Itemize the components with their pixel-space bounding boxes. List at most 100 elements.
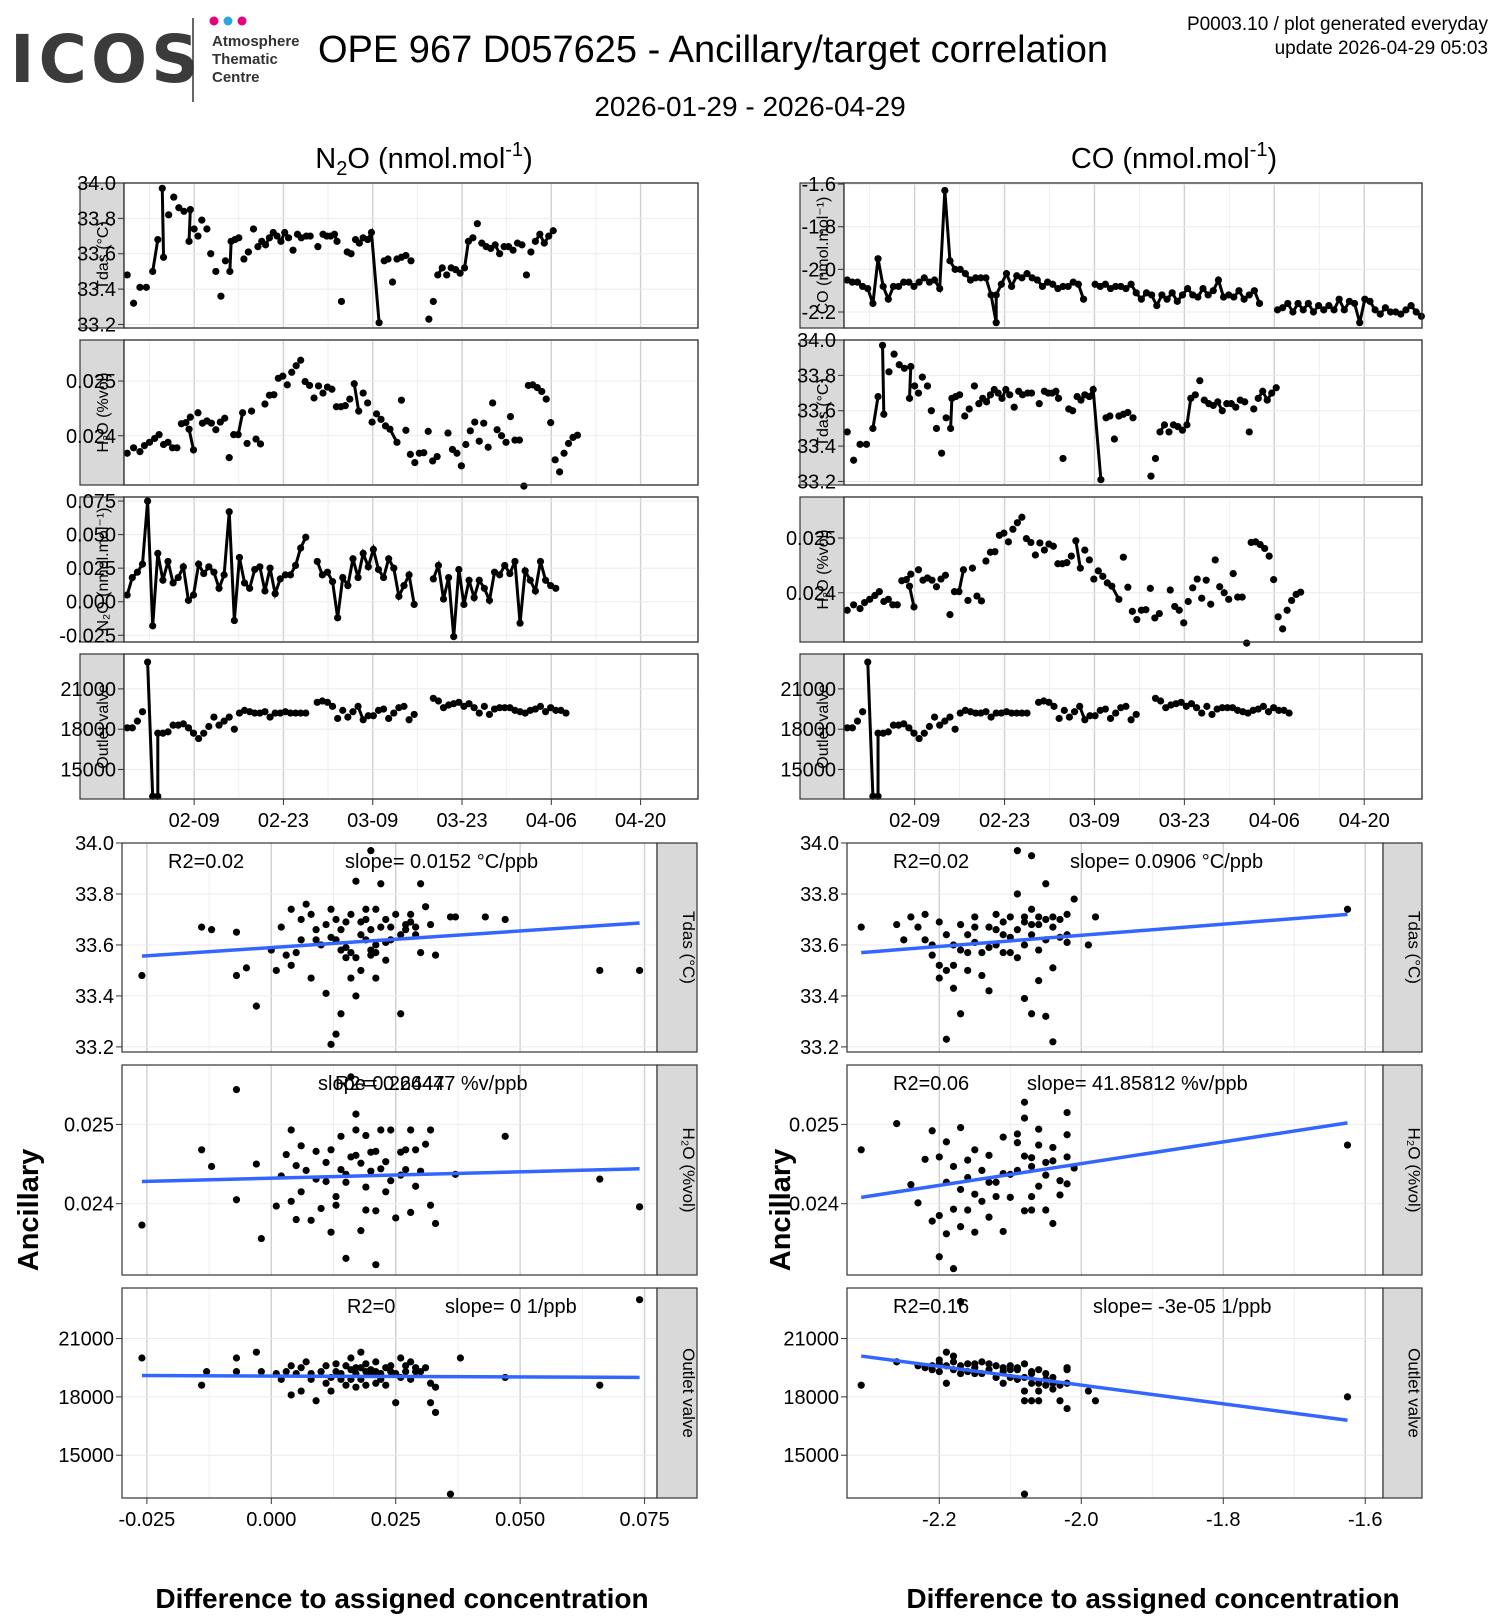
series-line xyxy=(151,239,160,272)
data-point xyxy=(562,709,570,717)
x-tick-label: -1.8 xyxy=(1206,1509,1240,1531)
data-point xyxy=(322,1158,330,1167)
data-point xyxy=(410,600,418,609)
data-point xyxy=(1245,428,1253,436)
data-point xyxy=(1189,584,1197,592)
data-point xyxy=(203,1368,211,1376)
data-point xyxy=(956,265,964,273)
data-point xyxy=(1283,606,1291,614)
data-point xyxy=(249,225,258,233)
slope-annotation: slope= 41.85812 %v/ppb xyxy=(1027,1073,1248,1095)
panel-background xyxy=(847,1288,1383,1498)
data-point xyxy=(205,563,213,571)
series-line xyxy=(352,383,361,412)
data-point xyxy=(971,913,979,921)
data-point xyxy=(843,606,851,614)
data-point xyxy=(466,427,474,435)
data-point xyxy=(240,255,248,263)
y-tick-label: 0.024 xyxy=(789,1194,839,1216)
data-point xyxy=(433,452,441,461)
data-point xyxy=(215,721,223,729)
data-point xyxy=(143,497,152,505)
regression-line xyxy=(860,1354,1348,1422)
data-point xyxy=(186,413,194,421)
data-point xyxy=(382,956,390,964)
data-point xyxy=(470,704,478,712)
data-point xyxy=(372,410,381,418)
y-tick-label: 33.2 xyxy=(77,314,116,336)
data-point xyxy=(1002,385,1010,394)
data-point xyxy=(1153,302,1161,310)
data-point xyxy=(273,232,281,240)
data-point xyxy=(347,910,355,918)
data-point xyxy=(347,1073,355,1081)
data-point xyxy=(1042,1206,1050,1214)
data-point xyxy=(1241,398,1249,406)
data-point xyxy=(271,590,279,598)
data-point xyxy=(1027,1192,1036,1201)
data-point xyxy=(372,1261,380,1269)
series-line xyxy=(228,241,233,272)
data-point xyxy=(1020,941,1029,949)
data-point xyxy=(392,910,400,918)
meta-update: update 2026-04-29 05:03 xyxy=(1275,38,1488,59)
data-point xyxy=(367,1167,375,1175)
data-point xyxy=(359,716,367,724)
strip: Tdas (°C) xyxy=(799,339,845,486)
data-point xyxy=(1027,905,1036,913)
data-point xyxy=(355,407,363,415)
data-point xyxy=(1230,293,1238,301)
data-point xyxy=(1035,1125,1043,1133)
data-point xyxy=(372,1358,380,1366)
strip-label: H₂O (%vol) xyxy=(95,373,112,453)
logo-dot xyxy=(223,16,233,26)
date-range: 2026-01-29 - 2026-04-29 xyxy=(594,91,905,122)
data-point xyxy=(918,373,926,381)
data-point xyxy=(977,597,986,605)
data-point xyxy=(850,601,858,609)
data-point xyxy=(362,1381,370,1389)
data-point xyxy=(1146,584,1154,592)
data-point xyxy=(342,1381,350,1389)
data-point xyxy=(154,729,162,737)
data-point xyxy=(480,419,488,427)
data-point xyxy=(261,587,269,595)
data-point xyxy=(164,728,172,736)
data-point xyxy=(915,278,923,286)
data-point xyxy=(234,431,242,439)
data-point xyxy=(1069,407,1077,415)
data-point xyxy=(129,299,138,307)
data-point xyxy=(1027,1010,1036,1018)
data-point xyxy=(961,270,969,278)
data-point xyxy=(287,1391,295,1399)
data-point xyxy=(1049,280,1057,288)
data-point xyxy=(173,444,181,452)
data-point xyxy=(232,1354,241,1362)
data-point xyxy=(232,1196,241,1204)
r2-annotation: R2=0.02 xyxy=(168,851,244,873)
data-point xyxy=(369,712,377,720)
data-point xyxy=(992,926,1000,934)
data-point xyxy=(964,966,972,975)
data-point xyxy=(1035,1397,1043,1405)
data-point xyxy=(1076,702,1084,710)
data-point xyxy=(893,1120,901,1128)
data-point xyxy=(869,792,877,800)
data-point xyxy=(564,439,573,448)
data-point xyxy=(1350,299,1359,308)
y-tick-label: 18000 xyxy=(60,719,116,741)
data-point xyxy=(864,284,872,293)
data-point xyxy=(545,232,553,240)
data-point xyxy=(289,246,297,254)
data-point xyxy=(1036,539,1044,547)
data-point xyxy=(256,563,264,571)
data-point xyxy=(456,269,464,277)
data-point xyxy=(956,1010,965,1018)
data-point xyxy=(992,291,1000,299)
data-point xyxy=(515,436,524,444)
logo-sub-line: Thematic xyxy=(212,51,278,68)
data-point xyxy=(446,913,455,921)
data-point xyxy=(243,439,251,448)
data-point xyxy=(853,717,862,725)
